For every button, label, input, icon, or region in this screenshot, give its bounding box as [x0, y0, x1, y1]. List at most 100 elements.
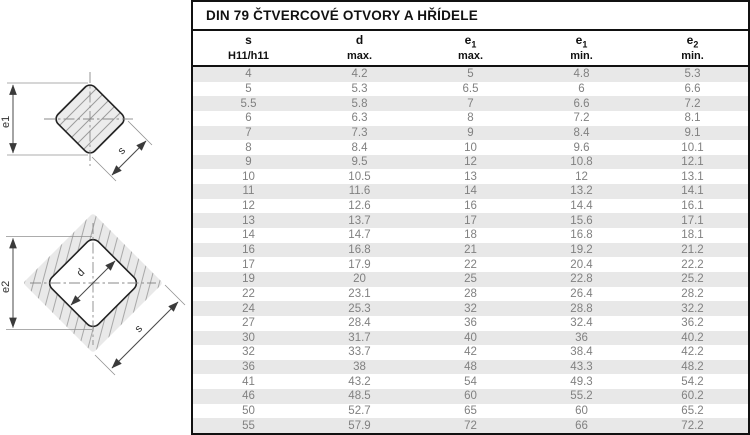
table-cell: 8.4: [351, 141, 368, 154]
table-row: 10 10.5 13 12 13.1: [193, 169, 748, 184]
table-cell: 22.2: [681, 258, 704, 271]
table-cell: 54: [464, 375, 477, 388]
table-row: 22 23.1 28 26.4 28.2: [193, 287, 748, 302]
table-cell: 36: [464, 317, 477, 330]
table-cell: 14: [242, 229, 255, 242]
table-cell: 57.9: [348, 419, 371, 432]
table-cell: 31.7: [348, 331, 371, 344]
table-cell: 12: [242, 200, 255, 213]
square-shaft-section-diagram: e1 s: [0, 72, 153, 182]
table-cell: 40.2: [681, 331, 704, 344]
table-cell: 4.2: [351, 68, 368, 81]
table-cell: 28.8: [570, 302, 593, 315]
table-cell: 7.2: [684, 97, 701, 110]
table-cell: 5: [245, 82, 252, 95]
table-title: DIN 79 ČTVERCOVÉ OTVORY A HŘÍDELE: [193, 2, 748, 31]
table-cell: 6.5: [462, 82, 479, 95]
s-dimension-hole: s: [94, 284, 186, 376]
table-cell: 15.6: [570, 214, 593, 227]
table-cell: 13.2: [570, 185, 593, 198]
table-row: 13 13.7 17 15.6 17.1: [193, 213, 748, 229]
table-cell: 10: [242, 170, 255, 183]
table-cell: 13.7: [348, 214, 371, 227]
table-cell: 17.1: [681, 214, 704, 227]
s-dimension-hole-label: s: [133, 322, 146, 335]
table-cell: 60.2: [681, 390, 704, 403]
e1-dimension-label: e1: [0, 116, 12, 128]
e1-dimension: e1: [0, 82, 88, 156]
table-cell: 55: [242, 419, 255, 432]
table-row: 46 48.5 60 55.2 60.2: [193, 389, 748, 404]
table-cell: 6.3: [351, 112, 368, 125]
table-cell: 33.7: [348, 346, 371, 359]
table-row: 14 14.7 18 16.8 18.1: [193, 228, 748, 243]
table-cell: 16.8: [348, 244, 371, 256]
table-cell: 7.3: [351, 126, 368, 139]
table-cell: 42: [464, 346, 477, 359]
table-cell: 38: [353, 361, 366, 374]
e2-dimension: e2: [0, 236, 92, 330]
shaft-centerlines: [44, 72, 136, 166]
din79-table: DIN 79 ČTVERCOVÉ OTVORY A HŘÍDELE s H11/…: [191, 0, 750, 435]
column-header-e1-max: e1 max.: [457, 33, 484, 62]
table-cell: 22.8: [570, 273, 593, 286]
table-cell: 72.2: [681, 419, 704, 432]
table-cell: 32: [464, 302, 477, 315]
table-cell: 28.2: [681, 287, 704, 300]
table-cell: 14.4: [570, 200, 593, 213]
table-cell: 12: [575, 170, 588, 183]
table-cell: 7.2: [573, 112, 590, 125]
table-cell: 72: [464, 419, 477, 432]
table-row: 11 11.6 14 13.2 14.1: [193, 184, 748, 199]
table-cell: 32.4: [570, 317, 593, 330]
table-row: 41 43.2 54 49.3 54.2: [193, 374, 748, 389]
table-cell: 9.1: [684, 126, 701, 139]
table-cell: 23.1: [348, 287, 371, 300]
table-cell: 38.4: [570, 346, 593, 359]
s-dimension-label: s: [116, 144, 129, 157]
table-cell: 8.4: [573, 126, 590, 139]
table-cell: 16.1: [681, 200, 704, 213]
table-cell: 43.3: [570, 361, 593, 374]
table-cell: 10.8: [570, 156, 593, 169]
table-cell: 25.2: [681, 273, 704, 286]
table-cell: 10.1: [681, 141, 704, 154]
table-cell: 4: [245, 68, 252, 81]
table-cell: 49.3: [570, 375, 593, 388]
table-cell: 40: [464, 331, 477, 344]
table-cell: 11: [242, 185, 255, 198]
table-cell: 12: [464, 156, 477, 169]
table-row: 12 12.6 16 14.4 16.1: [193, 199, 748, 214]
table-cell: 22: [464, 258, 477, 271]
table-cell: 65.2: [681, 405, 704, 418]
table-cell: 19: [242, 273, 255, 286]
table-cell: 7: [467, 97, 474, 110]
table-cell: 65: [464, 405, 477, 418]
table-cell: 66: [575, 419, 588, 432]
table-row: 7 7.3 9 8.4 9.1: [193, 125, 748, 141]
table-cell: 17.9: [348, 258, 371, 271]
table-cell: 17: [464, 214, 477, 227]
table-body: 4 4.2 5 4.8 5.3 5 5.3 6.5 6 6.6 5.5 5.8 7 6.6 7.2 6 6.3 8…: [193, 67, 748, 434]
table-cell: 25.3: [348, 302, 371, 315]
table-cell: 11.6: [348, 185, 371, 198]
table-cell: 18: [464, 229, 477, 242]
table-cell: 48.5: [348, 390, 371, 403]
technical-drawings: e1 s: [0, 0, 191, 435]
table-cell: 46: [242, 390, 255, 403]
table-cell: 41: [242, 375, 255, 388]
table-cell: 5.8: [351, 97, 368, 110]
table-cell: 14: [464, 185, 477, 198]
table-row: 32 33.7 42 38.4 42.2: [193, 345, 748, 360]
table-row: 6 6.3 8 7.2 8.1: [193, 111, 748, 126]
table-cell: 16: [242, 244, 255, 256]
table-cell: 14.1: [681, 185, 704, 198]
e2-dimension-label: e2: [0, 281, 12, 293]
table-row: 5.5 5.8 7 6.6 7.2: [193, 96, 748, 111]
table-cell: 16: [464, 200, 477, 213]
table-cell: 22: [242, 287, 255, 300]
table-cell: 36: [575, 331, 588, 344]
table-cell: 8: [245, 141, 252, 154]
table-cell: 7: [245, 126, 252, 139]
column-header-s: s H11/h11: [228, 33, 269, 62]
